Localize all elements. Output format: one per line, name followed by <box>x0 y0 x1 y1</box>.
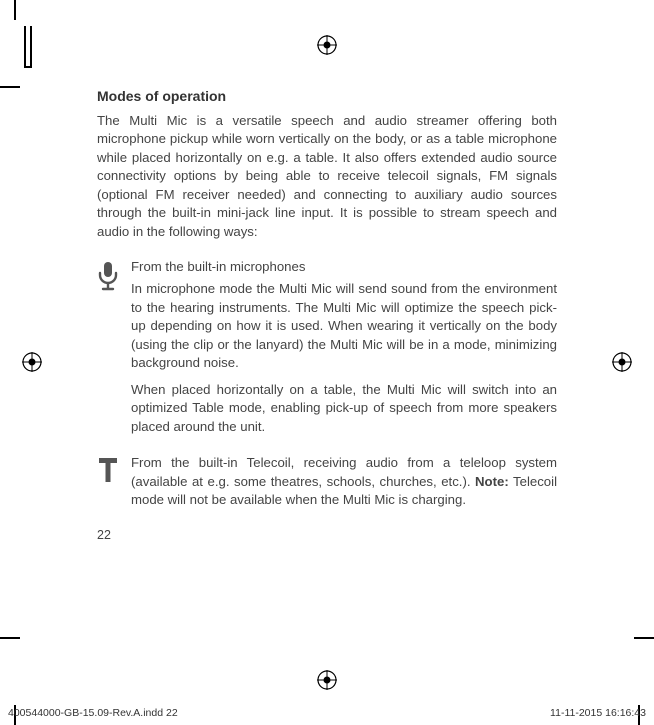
page-number: 22 <box>97 528 557 542</box>
footer-right: 11-11-2015 16:16:43 <box>550 707 646 719</box>
microphone-icon <box>97 259 131 291</box>
crop-mark-icon <box>634 637 654 639</box>
mic-title: From the built-in microphones <box>131 259 557 274</box>
section-heading: Modes of operation <box>97 88 557 104</box>
note-label: Note: <box>475 474 509 489</box>
registration-mark-icon <box>612 352 632 372</box>
crop-mark-icon <box>0 637 20 639</box>
registration-mark-icon <box>22 352 42 372</box>
footer-left: 400544000-GB-15.09-Rev.A.indd 22 <box>8 707 178 719</box>
crop-mark-icon <box>0 86 20 88</box>
mode-item-telecoil: From the built-in Telecoil, receiving au… <box>97 454 557 517</box>
intro-paragraph: The Multi Mic is a versatile speech and … <box>97 112 557 241</box>
registration-mark-icon <box>317 670 337 690</box>
registration-mark-icon <box>317 35 337 55</box>
telecoil-paragraph: From the built-in Telecoil, receiving au… <box>131 454 557 509</box>
mode-item-microphone: From the built-in microphones In microph… <box>97 259 557 444</box>
page-content: Modes of operation The Multi Mic is a ve… <box>97 88 557 542</box>
crop-mark-icon <box>14 0 16 20</box>
print-footer: 400544000-GB-15.09-Rev.A.indd 22 11-11-2… <box>0 707 654 719</box>
mic-paragraph-1: In microphone mode the Multi Mic will se… <box>131 280 557 372</box>
crop-mark-icon <box>24 26 32 68</box>
telecoil-t-icon <box>97 454 131 484</box>
mic-paragraph-2: When placed horizontally on a table, the… <box>131 381 557 436</box>
